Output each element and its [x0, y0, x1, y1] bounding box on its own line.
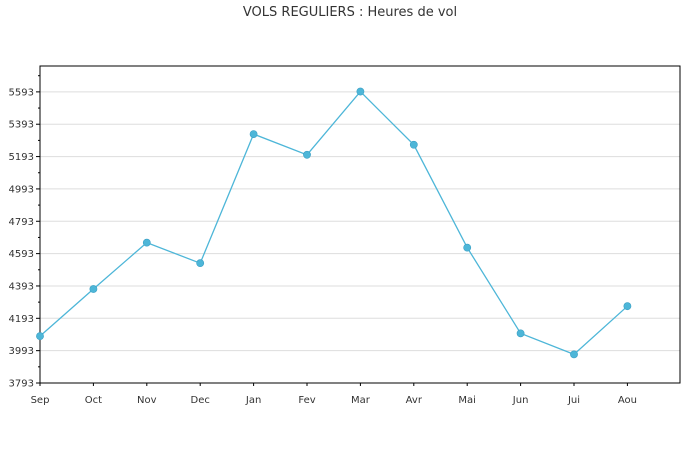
- x-tick-label: Nov: [137, 395, 157, 406]
- chart-title: VOLS REGULIERS : Heures de vol: [242, 5, 458, 20]
- data-point: [196, 259, 205, 268]
- data-point: [356, 87, 365, 96]
- x-tick-label: Sep: [31, 395, 50, 406]
- x-tick-label: Avr: [406, 395, 423, 406]
- y-tick-label: 4793: [9, 217, 34, 228]
- y-tick-label: 4993: [9, 184, 34, 195]
- data-point: [516, 329, 525, 338]
- y-tick-label: 3993: [9, 346, 34, 357]
- data-point: [142, 238, 151, 247]
- data-point: [249, 130, 258, 138]
- data-point: [623, 302, 632, 311]
- data-point: [303, 150, 311, 159]
- y-tick-label: 5593: [9, 87, 34, 98]
- y-tick-label: 4193: [9, 314, 34, 325]
- series-line: [39, 90, 628, 356]
- x-tick-label: Dec: [191, 395, 210, 406]
- data-point: [36, 332, 44, 340]
- data-point: [89, 285, 98, 293]
- x-tick-label: Jun: [512, 395, 529, 406]
- x-tick-label: Mai: [458, 395, 476, 406]
- x-tick-label: Jan: [245, 395, 261, 406]
- data-point: [570, 350, 578, 359]
- y-tick-label: 5193: [9, 152, 34, 163]
- data-point: [409, 140, 418, 149]
- plot-area: [40, 66, 680, 383]
- y-tick-label: 4593: [9, 249, 34, 260]
- y-tick-label: 3793: [9, 379, 34, 390]
- y-tick-label: 5393: [9, 120, 34, 131]
- x-tick-label: Fev: [298, 395, 315, 406]
- x-tick-label: Aou: [618, 395, 637, 406]
- x-tick-label: Jui: [567, 395, 580, 406]
- x-tick-label: Mar: [351, 395, 371, 406]
- x-tick-label: Oct: [85, 395, 102, 406]
- data-point: [463, 243, 472, 252]
- y-tick-label: 4393: [9, 281, 34, 292]
